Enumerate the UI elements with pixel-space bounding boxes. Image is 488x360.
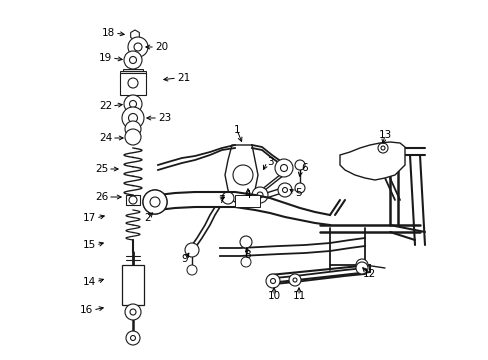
Circle shape [130,336,135,341]
Circle shape [251,187,267,203]
Circle shape [380,146,384,150]
Text: 4: 4 [244,190,251,200]
Text: 22: 22 [99,101,112,111]
Text: 25: 25 [95,164,108,174]
Circle shape [134,43,142,51]
Polygon shape [224,145,258,205]
Circle shape [288,274,301,286]
Polygon shape [130,30,139,40]
Text: 14: 14 [82,277,96,287]
Circle shape [129,100,136,108]
Circle shape [377,143,387,153]
Circle shape [355,262,367,274]
Circle shape [142,190,167,214]
Text: 16: 16 [80,305,93,315]
Polygon shape [120,71,146,73]
Text: 6: 6 [301,163,307,173]
Circle shape [150,197,160,207]
Circle shape [125,304,141,320]
Circle shape [128,78,138,88]
Circle shape [240,236,251,248]
Circle shape [129,196,137,204]
Text: 12: 12 [362,269,375,279]
Text: 1: 1 [233,125,240,135]
Text: 19: 19 [99,53,112,63]
Polygon shape [126,195,140,205]
Circle shape [184,243,199,257]
Circle shape [232,165,252,185]
Circle shape [186,265,197,275]
Circle shape [274,159,292,177]
Circle shape [355,259,367,271]
Text: 7: 7 [218,195,224,205]
Text: 10: 10 [267,291,280,301]
Circle shape [278,183,291,197]
Circle shape [265,274,280,288]
Text: 17: 17 [82,213,96,223]
Text: 5: 5 [294,188,301,198]
Text: 26: 26 [95,192,108,202]
Circle shape [294,160,305,170]
Polygon shape [339,142,404,180]
Polygon shape [122,265,143,305]
Text: 8: 8 [244,250,251,260]
Circle shape [128,37,148,57]
Text: 20: 20 [155,42,168,52]
Circle shape [280,165,287,171]
Circle shape [241,257,250,267]
Text: 24: 24 [99,133,112,143]
Polygon shape [120,73,146,95]
Circle shape [122,107,143,129]
Text: 21: 21 [177,73,190,83]
Circle shape [130,309,136,315]
Circle shape [294,183,305,193]
Circle shape [142,190,167,214]
Text: 23: 23 [158,113,171,123]
Circle shape [124,95,142,113]
Circle shape [222,192,234,204]
Text: 15: 15 [82,240,96,250]
Text: 13: 13 [378,130,391,140]
Polygon shape [123,69,142,75]
Circle shape [150,197,160,207]
Circle shape [129,57,136,63]
Text: 9: 9 [182,254,188,264]
Circle shape [125,129,141,145]
Polygon shape [235,195,260,207]
Text: 3: 3 [266,157,273,167]
Circle shape [282,188,287,193]
Circle shape [126,331,140,345]
Circle shape [125,121,141,137]
Circle shape [257,192,263,198]
Circle shape [292,278,296,282]
Text: 11: 11 [292,291,305,301]
Text: 18: 18 [102,28,115,38]
Circle shape [128,113,137,122]
Circle shape [270,279,275,284]
Circle shape [124,51,142,69]
Text: 2: 2 [144,213,151,223]
